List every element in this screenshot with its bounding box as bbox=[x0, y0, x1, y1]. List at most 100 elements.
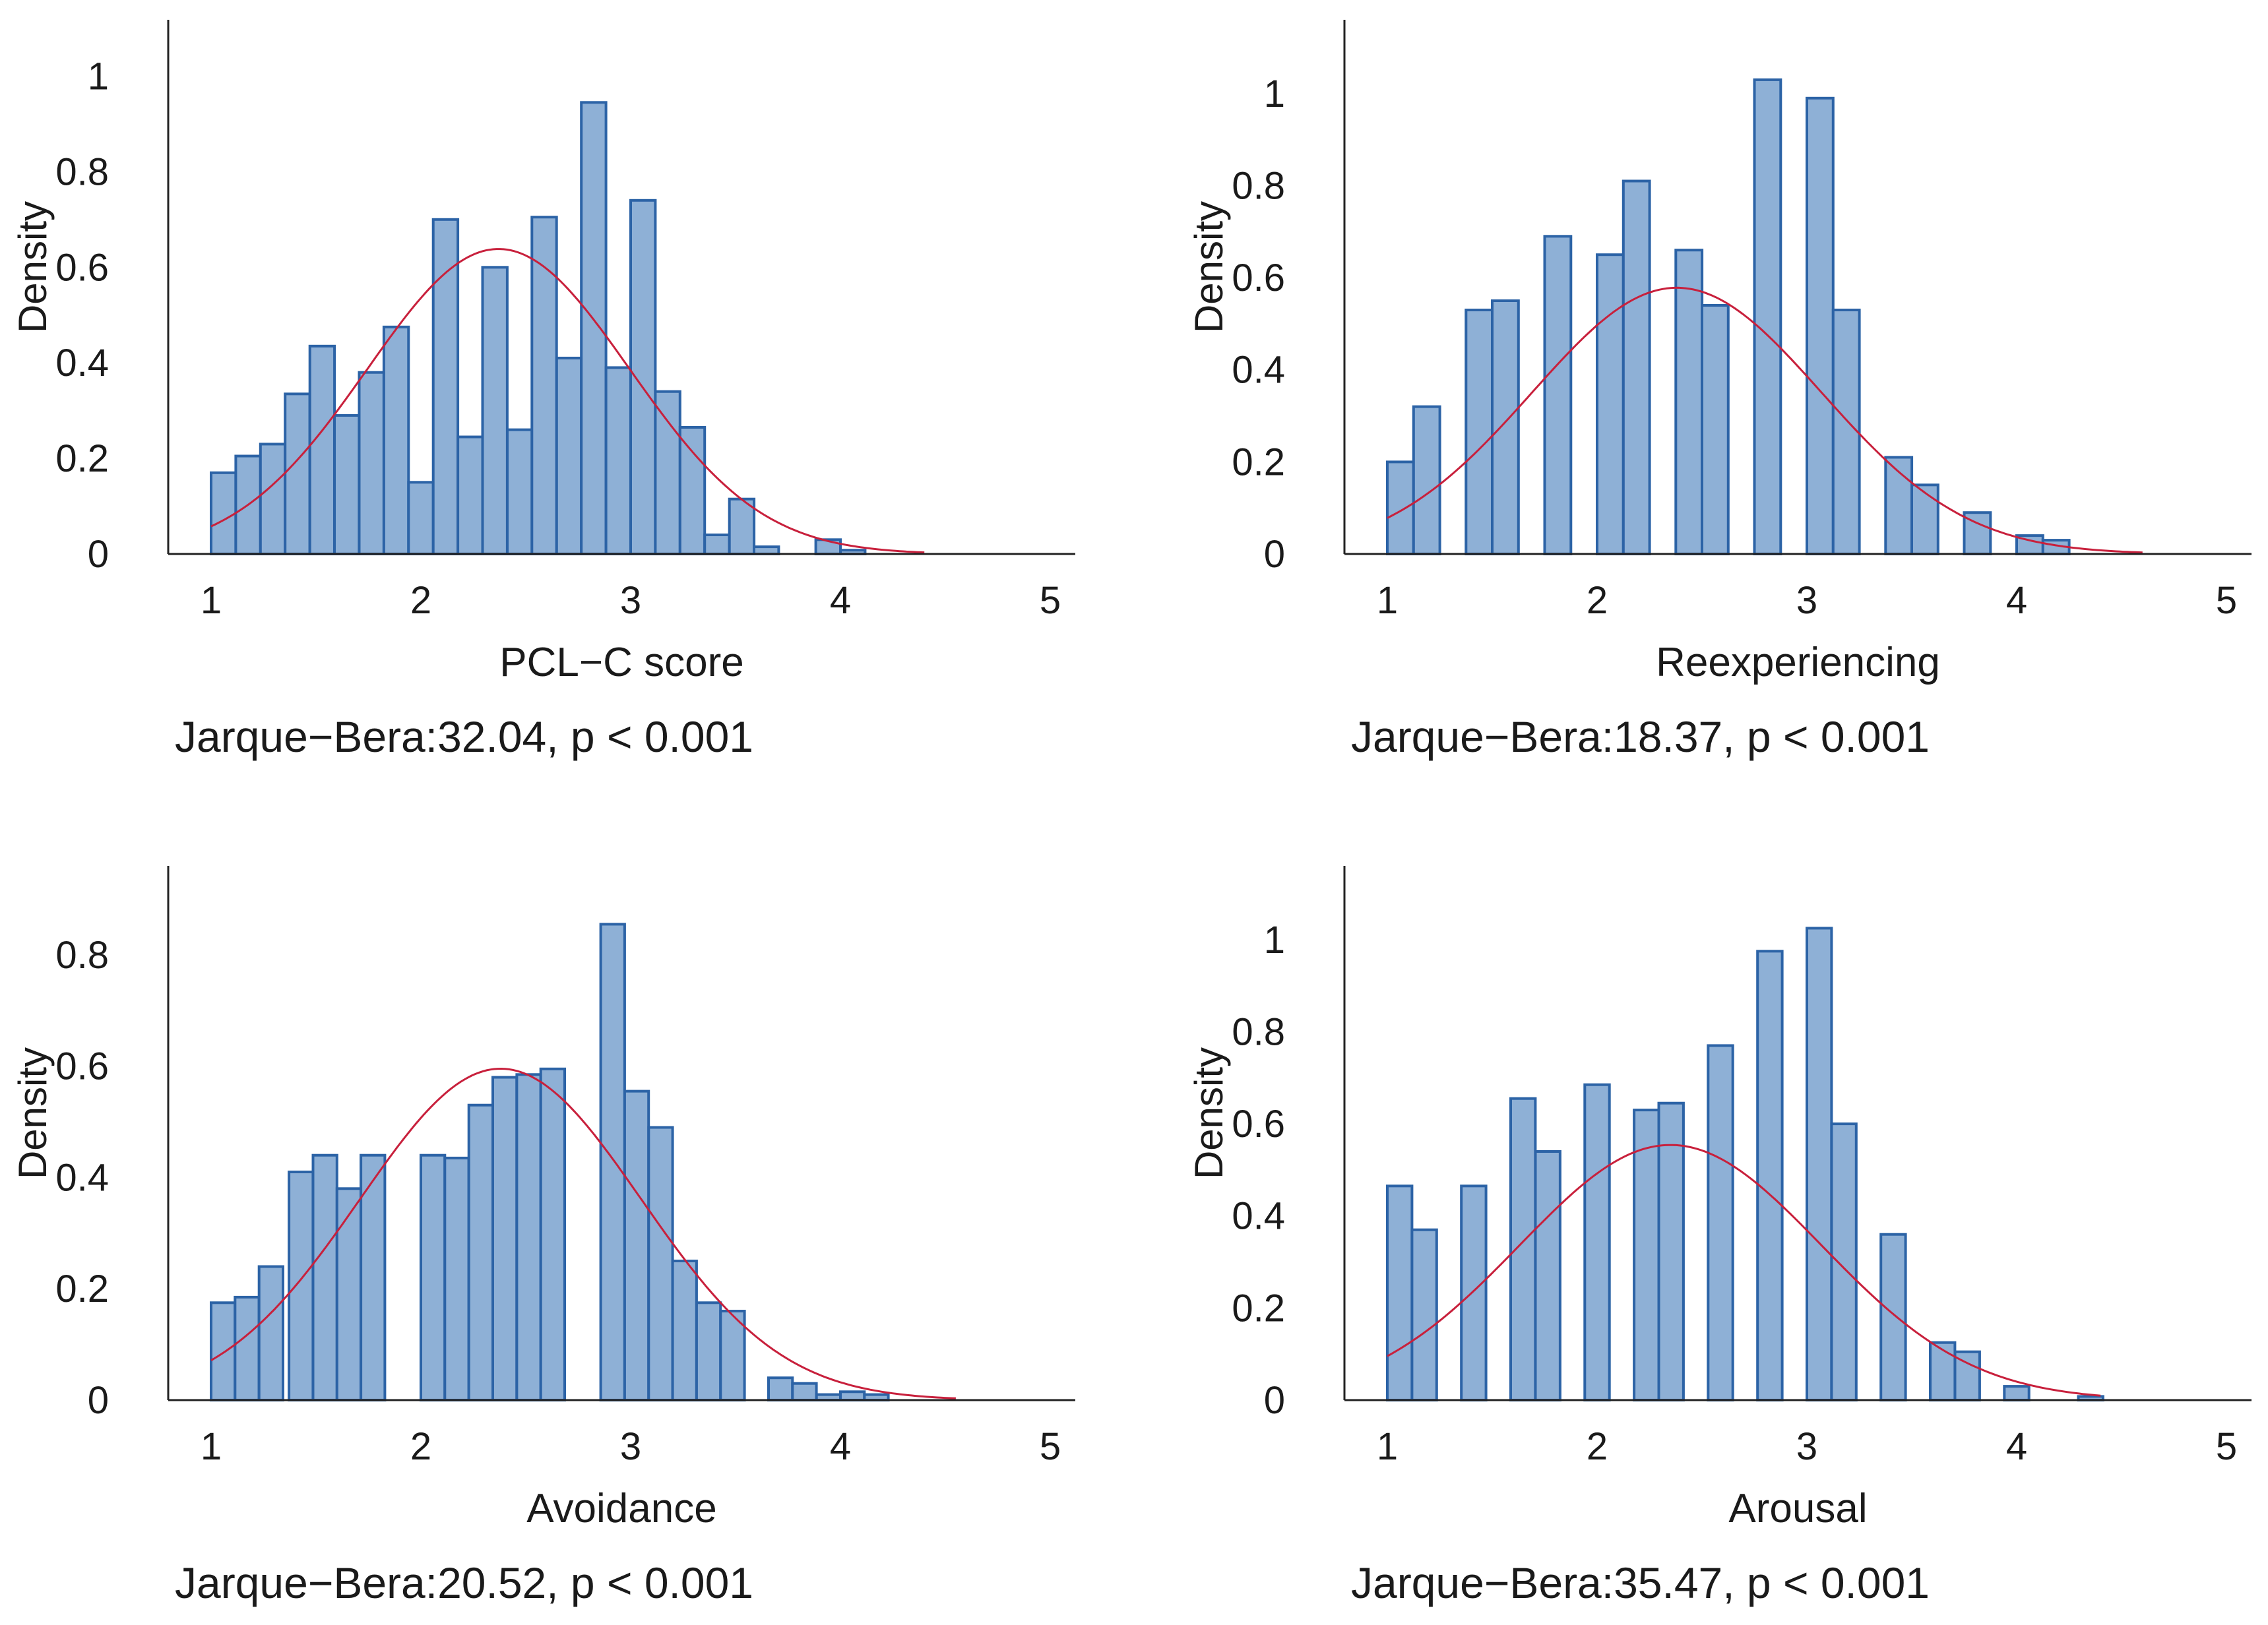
histogram-bar bbox=[654, 390, 681, 556]
histogram-bar bbox=[467, 1103, 495, 1401]
x-tick-label: 5 bbox=[1040, 1425, 1061, 1468]
y-tick-label: 0.8 bbox=[1232, 165, 1285, 208]
y-tick-label: 0.4 bbox=[1232, 349, 1285, 392]
histogram-bar bbox=[257, 1265, 285, 1401]
histogram-bar bbox=[719, 1310, 746, 1401]
x-tick-label: 1 bbox=[1377, 579, 1398, 622]
histogram-bar bbox=[259, 443, 287, 556]
normal-density-curve bbox=[1387, 1144, 2101, 1397]
y-axis-title: Density bbox=[1187, 1047, 1231, 1179]
y-axis-title: Density bbox=[1187, 201, 1231, 333]
histogram-bar bbox=[1674, 249, 1704, 555]
histogram-bar bbox=[671, 1260, 698, 1401]
y-tick-label: 0 bbox=[88, 533, 109, 576]
histogram-bar bbox=[1583, 1083, 1611, 1401]
histogram-bar bbox=[333, 414, 361, 556]
y-axis-title: Density bbox=[11, 1047, 55, 1179]
histogram-bar bbox=[647, 1126, 674, 1401]
histogram-bar bbox=[311, 1153, 338, 1401]
histogram-bar bbox=[481, 266, 509, 555]
histogram-bar bbox=[1622, 179, 1651, 555]
histogram-bar bbox=[1657, 1101, 1685, 1401]
histogram-bar bbox=[431, 218, 460, 555]
x-tick-label: 3 bbox=[1796, 579, 1817, 622]
histogram-bar bbox=[1596, 253, 1625, 555]
histogram-bar bbox=[457, 435, 484, 555]
histogram-bar bbox=[420, 1153, 447, 1401]
histogram-bar bbox=[1543, 235, 1573, 555]
histogram-bar bbox=[335, 1187, 363, 1402]
panel-reexperiencing: 0 0.2 0.4 0.6 0.8 1 1 2 3 4 5 Reexperiencing Density… bbox=[1187, 20, 2252, 761]
histogram-bar bbox=[1386, 1184, 1414, 1402]
y-tick-label: 1 bbox=[1264, 919, 1285, 962]
x-axis-title: Reexperiencing bbox=[1656, 640, 1940, 685]
x-tick-label: 4 bbox=[2006, 579, 2027, 622]
histogram-bar bbox=[1410, 1228, 1438, 1401]
panel-arousal: 0 0.2 0.4 0.6 0.8 1 1 2 3 4 5 Arousal Density Jarque−… bbox=[1187, 866, 2252, 1607]
histogram-bar bbox=[1806, 927, 1833, 1401]
normal-density-curve bbox=[210, 1067, 956, 1399]
histogram-bar bbox=[308, 344, 336, 555]
histogram-bar bbox=[1465, 309, 1494, 555]
histogram-bar bbox=[623, 1089, 650, 1401]
x-tick-label: 4 bbox=[830, 1425, 851, 1468]
x-axis-title: Avoidance bbox=[526, 1486, 716, 1531]
x-tick-label: 3 bbox=[1796, 1425, 1817, 1468]
histogram-bar bbox=[1910, 483, 1939, 555]
x-tick-label: 3 bbox=[620, 579, 641, 622]
x-tick-label: 5 bbox=[1040, 579, 1061, 622]
histogram-bar bbox=[1879, 1233, 1907, 1401]
y-tick-label: 1 bbox=[88, 55, 109, 98]
y-tick-label: 0.6 bbox=[1232, 257, 1285, 299]
jarque-bera-caption: Jarque−Bera:32.04, p < 0.001 bbox=[175, 712, 753, 761]
histogram-bar bbox=[1701, 304, 1730, 555]
histogram-bar bbox=[1386, 460, 1415, 556]
histogram-bar bbox=[515, 1073, 542, 1402]
y-tick-label: 0.6 bbox=[55, 246, 109, 289]
x-tick-label: 1 bbox=[201, 579, 222, 622]
normal-density-curve bbox=[1387, 286, 2143, 554]
y-tick-label: 0.6 bbox=[1232, 1103, 1285, 1146]
histogram-bar bbox=[753, 545, 780, 555]
histogram-bar bbox=[1806, 96, 1835, 556]
histogram-bar bbox=[284, 392, 311, 555]
histogram-bar bbox=[443, 1156, 470, 1402]
histogram-bar bbox=[407, 481, 435, 555]
histogram-bar bbox=[703, 534, 731, 555]
y-tick-label: 1 bbox=[1264, 73, 1285, 115]
histogram-bar bbox=[358, 371, 385, 555]
histogram-bar bbox=[1412, 405, 1441, 555]
x-tick-label: 5 bbox=[2216, 579, 2237, 622]
y-tick-label: 0.8 bbox=[1232, 1011, 1285, 1054]
x-tick-label: 4 bbox=[2006, 1425, 2027, 1468]
histogram-bar bbox=[491, 1076, 519, 1401]
panel-avoidance: 0 0.2 0.4 0.6 0.8 1 2 3 4 5 Avoidance Density Jarque… bbox=[11, 866, 1075, 1607]
x-tick-label: 1 bbox=[201, 1425, 222, 1468]
histogram-bar bbox=[210, 1301, 237, 1402]
histogram-bar bbox=[791, 1382, 818, 1401]
histogram-bar bbox=[599, 923, 626, 1401]
y-tick-label: 0.2 bbox=[1232, 441, 1285, 483]
histogram-bar bbox=[695, 1301, 722, 1402]
x-tick-label: 1 bbox=[1377, 1425, 1398, 1468]
jarque-bera-caption: Jarque−Bera:18.37, p < 0.001 bbox=[1351, 712, 1930, 761]
jarque-bera-caption: Jarque−Bera:35.47, p < 0.001 bbox=[1351, 1558, 1930, 1607]
histogram-bar bbox=[382, 325, 410, 555]
histogram-bar bbox=[1491, 299, 1520, 555]
x-tick-label: 2 bbox=[1587, 1425, 1608, 1468]
jarque-bera-caption: Jarque−Bera:20.52, p < 0.001 bbox=[175, 1558, 753, 1607]
x-axis-title: Arousal bbox=[1728, 1486, 1867, 1531]
histogram-bar bbox=[1633, 1109, 1660, 1401]
x-axis-title: PCL−C score bbox=[499, 640, 743, 685]
histogram-bar bbox=[360, 1153, 387, 1401]
histogram-bar bbox=[728, 497, 756, 556]
y-tick-label: 0.2 bbox=[55, 437, 109, 480]
histogram-bar bbox=[2003, 1385, 2031, 1402]
y-tick-label: 0.8 bbox=[55, 934, 109, 977]
y-tick-label: 0.4 bbox=[55, 342, 109, 384]
histogram-bar bbox=[210, 471, 237, 555]
histogram-bar bbox=[1460, 1184, 1488, 1402]
histogram-bar bbox=[1707, 1044, 1734, 1401]
y-tick-label: 0.6 bbox=[55, 1045, 109, 1088]
